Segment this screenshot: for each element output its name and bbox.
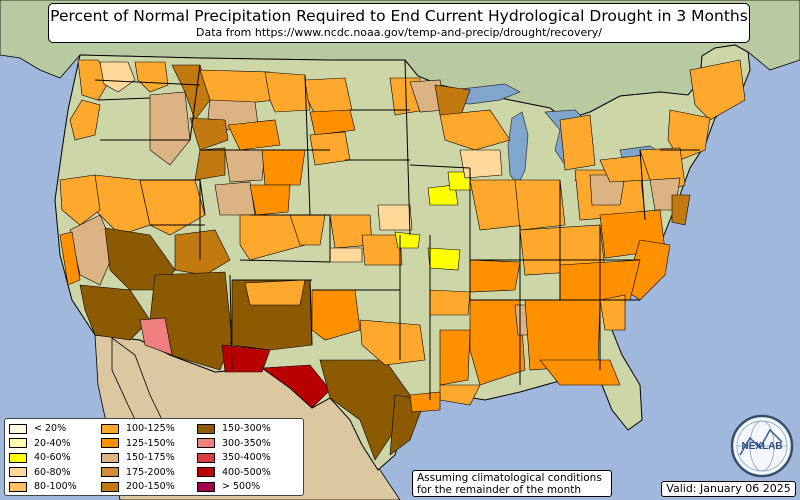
legend-label: 400-500% xyxy=(222,466,271,478)
legend-item: > 500% xyxy=(197,480,260,493)
legend-swatch xyxy=(101,438,119,448)
legend-item: 40-60% xyxy=(9,451,71,464)
legend-item: 125-150% xyxy=(101,437,175,450)
drought-regions xyxy=(59,59,746,461)
legend: < 20% 20-40% 40-60% 60-80% 80-100% 100-125% 12… xyxy=(4,418,304,496)
note-line-2: for the remainder of the month xyxy=(417,484,582,496)
legend-label: < 20% xyxy=(34,423,67,434)
legend-swatch xyxy=(197,423,215,434)
legend-swatch xyxy=(197,452,215,463)
legend-swatch xyxy=(9,467,27,477)
legend-item: 150-175% xyxy=(101,451,175,464)
legend-swatch xyxy=(9,438,27,448)
legend-label: 150-300% xyxy=(222,423,271,434)
legend-item: 350-400% xyxy=(197,451,271,464)
lake-michigan xyxy=(507,111,529,186)
legend-swatch xyxy=(9,481,27,492)
legend-swatch xyxy=(197,481,215,492)
data-source-subtitle: Data from https://www.ncdc.noaa.gov/temp… xyxy=(196,26,602,39)
legend-label: 175-200% xyxy=(126,466,175,478)
globe-logo-icon xyxy=(730,414,794,478)
legend-item: 80-100% xyxy=(9,480,77,493)
legend-swatch xyxy=(101,423,119,434)
legend-label: 20-40% xyxy=(34,437,71,449)
legend-label: 300-350% xyxy=(222,437,271,449)
valid-date: Valid: January 06 2025 xyxy=(661,481,796,497)
legend-swatch xyxy=(101,467,119,477)
legend-swatch xyxy=(9,452,27,463)
map-title: Percent of Normal Precipitation Required… xyxy=(50,7,748,25)
title-box: Percent of Normal Precipitation Required… xyxy=(48,3,750,43)
legend-label: > 500% xyxy=(222,481,261,492)
legend-label: 125-150% xyxy=(126,437,175,449)
legend-item: 200-150% xyxy=(101,480,175,493)
legend-swatch xyxy=(197,438,215,448)
state-boundaries xyxy=(94,59,700,400)
note-line-1: Assuming climatological conditions xyxy=(417,472,602,484)
legend-swatch xyxy=(101,452,119,463)
legend-label: 150-175% xyxy=(126,452,175,463)
legend-item: 60-80% xyxy=(9,466,71,479)
legend-item: 300-350% xyxy=(197,437,271,450)
legend-label: 200-150% xyxy=(126,481,175,492)
legend-swatch xyxy=(197,467,215,477)
legend-item: 175-200% xyxy=(101,466,175,479)
legend-label: 40-60% xyxy=(34,452,71,463)
legend-item: < 20% xyxy=(9,422,66,435)
legend-label: 350-400% xyxy=(222,452,271,463)
legend-swatch xyxy=(9,423,27,434)
legend-label: 60-80% xyxy=(34,466,71,478)
assumption-note: Assuming climatological conditions for t… xyxy=(412,470,612,497)
legend-label: 100-125% xyxy=(126,423,175,434)
legend-item: 400-500% xyxy=(197,466,271,479)
legend-item: 20-40% xyxy=(9,437,71,450)
legend-swatch xyxy=(101,481,119,492)
legend-item: 150-300% xyxy=(197,422,271,435)
legend-label: 80-100% xyxy=(34,481,77,492)
legend-item: 100-125% xyxy=(101,422,175,435)
